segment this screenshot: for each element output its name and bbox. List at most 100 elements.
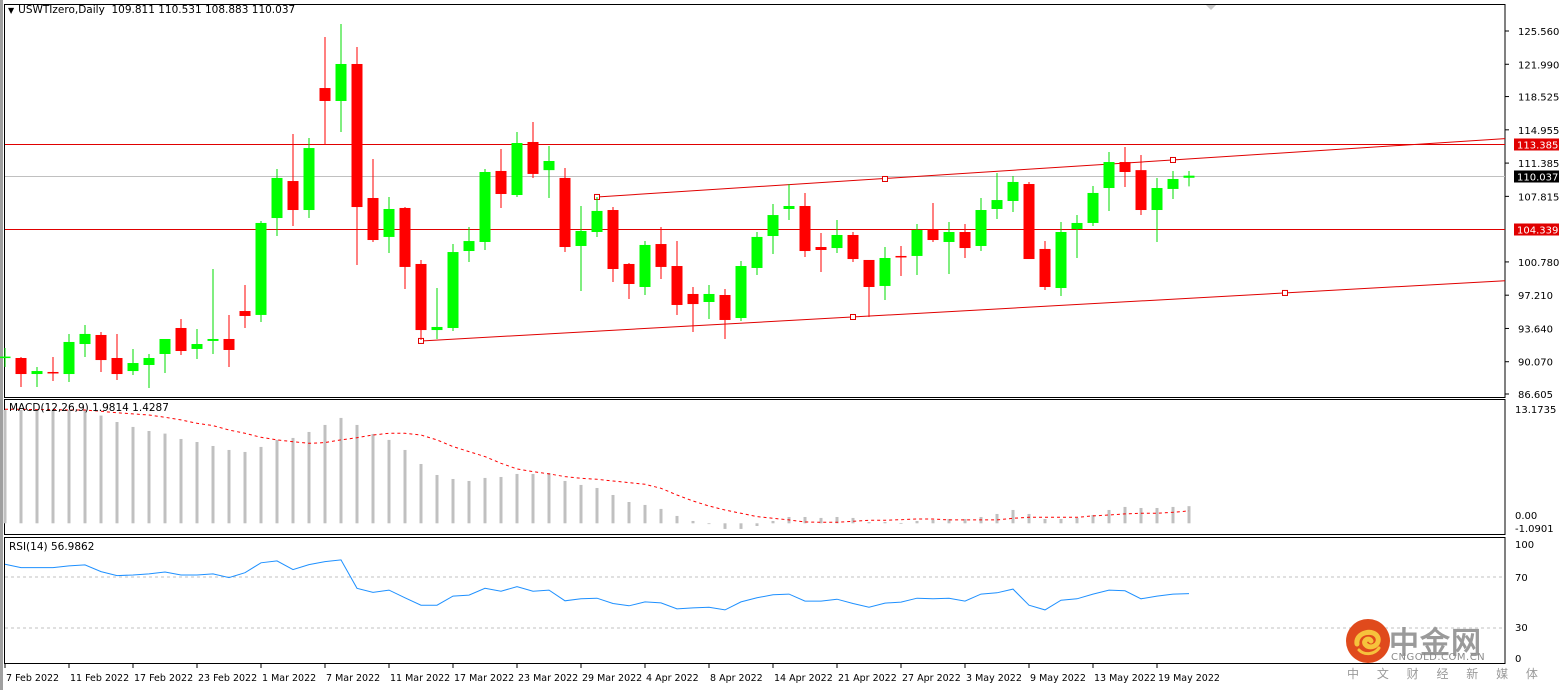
bearish-candle[interactable] <box>47 371 59 374</box>
bullish-candle[interactable] <box>991 200 1003 209</box>
bullish-candle[interactable] <box>543 160 555 171</box>
rsi-value: 56.9862 <box>50 541 95 553</box>
time-tick-label: 9 May 2022 <box>1030 673 1086 684</box>
bearish-candle[interactable] <box>95 334 107 361</box>
bearish-candle[interactable] <box>815 247 827 250</box>
macd-histogram-bar <box>1027 513 1031 524</box>
bullish-candle[interactable] <box>511 143 523 196</box>
bearish-candle[interactable] <box>239 311 251 316</box>
bullish-candle[interactable] <box>1183 175 1195 178</box>
bullish-candle[interactable] <box>1007 181 1019 201</box>
bearish-candle[interactable] <box>319 88 331 101</box>
bullish-candle[interactable] <box>783 206 795 209</box>
bearish-candle[interactable] <box>623 263 635 285</box>
bearish-candle[interactable] <box>15 357 27 375</box>
trendline-anchor-handle[interactable] <box>850 313 856 320</box>
rsi-scale-label: 0 <box>1515 654 1521 665</box>
channel-upper-trendline[interactable] <box>596 138 1506 198</box>
shift-marker-icon[interactable] <box>1206 5 1216 10</box>
macd-histogram-bar <box>611 494 615 524</box>
macd-histogram-bar <box>515 473 519 524</box>
level-price-badge <box>1514 223 1559 236</box>
bullish-candle[interactable] <box>335 63 347 101</box>
bearish-candle[interactable] <box>607 210 619 270</box>
bearish-candle[interactable] <box>495 170 507 194</box>
bearish-candle[interactable] <box>671 266 683 305</box>
bearish-candle[interactable] <box>223 338 235 350</box>
macd-histogram-bar <box>995 513 999 524</box>
bullish-candle[interactable] <box>1087 192 1099 223</box>
bullish-candle[interactable] <box>303 148 315 211</box>
bullish-candle[interactable] <box>943 232 955 242</box>
bullish-candle[interactable] <box>751 236 763 268</box>
bullish-candle[interactable] <box>639 244 651 287</box>
bullish-candle[interactable] <box>447 252 459 328</box>
bullish-candle[interactable] <box>591 210 603 233</box>
channel-lower-trendline[interactable] <box>420 280 1506 342</box>
bullish-candle[interactable] <box>159 338 171 354</box>
bearish-candle[interactable] <box>175 327 187 352</box>
bullish-candle[interactable] <box>1071 222 1083 230</box>
bearish-candle[interactable] <box>863 259 875 287</box>
bullish-candle[interactable] <box>143 357 155 365</box>
bearish-candle[interactable] <box>351 63 363 208</box>
bullish-candle[interactable] <box>975 210 987 246</box>
bullish-candle[interactable] <box>575 230 587 246</box>
bullish-candle[interactable] <box>431 326 443 331</box>
bearish-candle[interactable] <box>111 357 123 375</box>
bullish-candle[interactable] <box>79 333 91 345</box>
bearish-candle[interactable] <box>415 263 427 331</box>
trendline-anchor-handle[interactable] <box>1170 156 1176 163</box>
bullish-candle[interactable] <box>207 338 219 341</box>
bullish-candle[interactable] <box>191 344 203 349</box>
bearish-candle[interactable] <box>799 206 811 252</box>
bullish-candle[interactable] <box>479 171 491 242</box>
bullish-candle[interactable] <box>735 266 747 319</box>
macd-histogram-bar <box>1043 518 1047 524</box>
bearish-candle[interactable] <box>1039 248 1051 287</box>
bullish-candle[interactable] <box>1103 162 1115 189</box>
bearish-candle[interactable] <box>559 177 571 248</box>
bearish-candle[interactable] <box>367 197 379 241</box>
bearish-candle[interactable] <box>1119 162 1131 172</box>
bearish-candle[interactable] <box>1135 170 1147 211</box>
chart-header: ▼ USWTIzero,Daily 109.811 110.531 108.883… <box>8 4 295 16</box>
bearish-candle[interactable] <box>927 229 939 241</box>
bearish-candle[interactable] <box>527 141 539 174</box>
symbol-timeframe: USWTIzero,Daily <box>18 4 105 16</box>
bullish-candle[interactable] <box>31 371 43 375</box>
bullish-candle[interactable] <box>0 356 11 359</box>
bullish-candle[interactable] <box>879 258 891 286</box>
macd-title: MACD(12,26,9) <box>9 402 89 414</box>
trendline-anchor-handle[interactable] <box>882 175 888 182</box>
trendline-anchor-handle[interactable] <box>1282 289 1288 296</box>
triangle-down-icon[interactable]: ▼ <box>8 6 15 15</box>
bullish-candle[interactable] <box>255 222 267 315</box>
bearish-candle[interactable] <box>1023 184 1035 260</box>
bullish-candle[interactable] <box>127 363 139 372</box>
bullish-candle[interactable] <box>271 177 283 219</box>
time-tick-label: 19 May 2022 <box>1158 673 1220 684</box>
time-tick-label: 23 Mar 2022 <box>518 673 578 684</box>
bearish-candle[interactable] <box>847 234 859 260</box>
bullish-candle[interactable] <box>911 229 923 256</box>
bullish-candle[interactable] <box>703 293 715 302</box>
bullish-candle[interactable] <box>1167 178 1179 189</box>
bullish-candle[interactable] <box>1055 232 1067 289</box>
bearish-candle[interactable] <box>719 295 731 320</box>
level-price-label: 113.385 <box>1517 141 1558 152</box>
bullish-candle[interactable] <box>463 241 475 252</box>
bearish-candle[interactable] <box>959 232 971 249</box>
bearish-candle[interactable] <box>287 181 299 211</box>
bullish-candle[interactable] <box>767 215 779 237</box>
bullish-candle[interactable] <box>63 341 75 375</box>
bullish-candle[interactable] <box>383 208 395 237</box>
bearish-candle[interactable] <box>895 255 907 258</box>
bearish-candle[interactable] <box>687 293 699 305</box>
bullish-candle[interactable] <box>1151 188 1163 211</box>
bearish-candle[interactable] <box>399 207 411 267</box>
bearish-candle[interactable] <box>655 244 667 267</box>
bullish-candle[interactable] <box>831 234 843 249</box>
time-tick-label: 4 Apr 2022 <box>646 673 699 684</box>
